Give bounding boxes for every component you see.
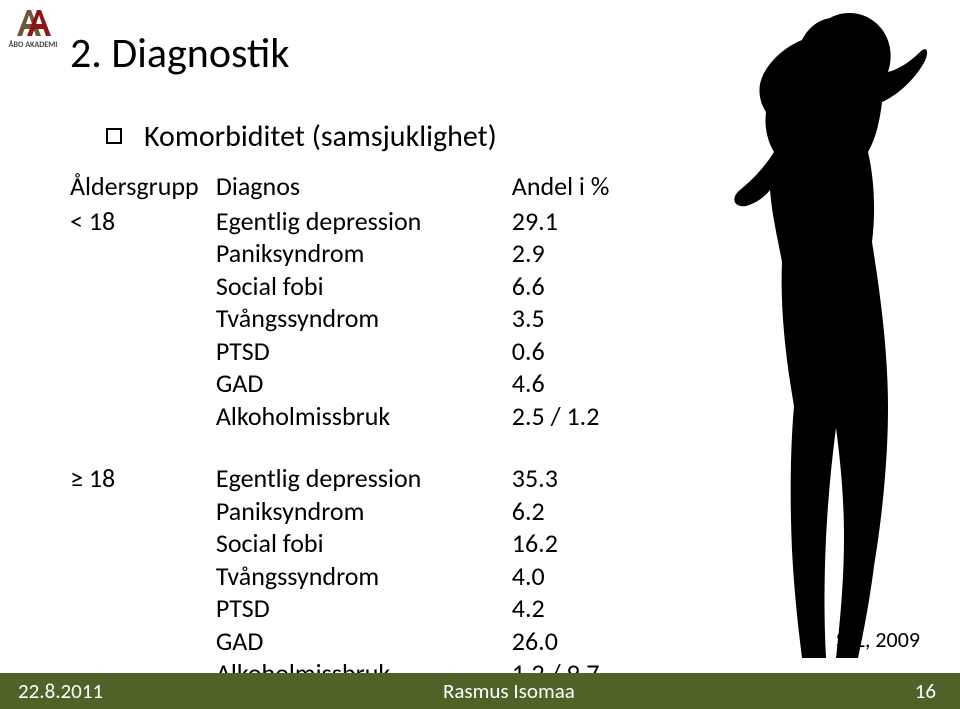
subheading-row: Komorbiditet (samsjuklighet)	[106, 118, 497, 155]
table-row: PTSD 4.2	[70, 592, 632, 625]
table-row: Paniksyndrom 2.9	[70, 237, 632, 270]
institution-logo: ÅBO AKADEMI	[6, 6, 60, 50]
diag-cell: Alkoholmissbruk	[216, 400, 506, 433]
val-cell: 2.9	[512, 237, 632, 270]
header-age: Åldersgrupp	[70, 170, 210, 203]
val-cell: 35.3	[512, 462, 632, 495]
diag-cell: Egentlig depression	[216, 205, 506, 238]
age-group-under-18: < 18 Egentlig depression 29.1 Paniksyndr…	[70, 205, 632, 433]
table-row: Tvångssyndrom 4.0	[70, 560, 632, 593]
table-row: GAD 4.6	[70, 367, 632, 400]
slide-footer: 22.8.2011 Rasmus Isomaa 16	[0, 673, 960, 709]
subheading-text: Komorbiditet (samsjuklighet)	[144, 118, 497, 155]
diag-cell: Paniksyndrom	[216, 495, 506, 528]
val-cell: 0.6	[512, 335, 632, 368]
val-cell: 29.1	[512, 205, 632, 238]
age-cell: < 18	[70, 205, 210, 238]
diag-cell: GAD	[216, 367, 506, 400]
diag-cell: GAD	[216, 625, 506, 658]
table-row: PTSD 0.6	[70, 335, 632, 368]
diag-cell: Paniksyndrom	[216, 237, 506, 270]
val-cell: 4.6	[512, 367, 632, 400]
diag-cell: Tvångssyndrom	[216, 302, 506, 335]
slide-title: 2. Diagnostik	[70, 28, 289, 79]
table-row: Tvångssyndrom 3.5	[70, 302, 632, 335]
table-row: < 18 Egentlig depression 29.1	[70, 205, 632, 238]
val-cell: 6.6	[512, 270, 632, 303]
woman-silhouette-icon	[690, 10, 930, 660]
diag-cell: PTSD	[216, 335, 506, 368]
val-cell: 4.2	[512, 592, 632, 625]
table-header-row: Åldersgrupp Diagnos Andel i %	[70, 170, 632, 203]
val-cell: 16.2	[512, 527, 632, 560]
table-row: Alkoholmissbruk 2.5 / 1.2	[70, 400, 632, 433]
footer-page: 16	[915, 678, 960, 704]
bullet-square-icon	[106, 128, 122, 144]
val-cell: 26.0	[512, 625, 632, 658]
header-pct: Andel i %	[512, 170, 632, 203]
footer-author: Rasmus Isomaa	[103, 678, 915, 704]
table-row: GAD 26.0	[70, 625, 632, 658]
diag-cell: Social fobi	[216, 270, 506, 303]
diag-cell: PTSD	[216, 592, 506, 625]
table-row: ≥ 18 Egentlig depression 35.3	[70, 462, 632, 495]
table-row: Paniksyndrom 6.2	[70, 495, 632, 528]
table-row: Social fobi 16.2	[70, 527, 632, 560]
val-cell: 2.5 / 1.2	[512, 400, 632, 433]
footer-date: 22.8.2011	[0, 678, 103, 704]
age-cell: ≥ 18	[70, 462, 210, 495]
logo-caption: ÅBO AKADEMI	[6, 40, 60, 50]
val-cell: 4.0	[512, 560, 632, 593]
age-group-18-plus: ≥ 18 Egentlig depression 35.3 Paniksyndr…	[70, 462, 632, 690]
table-row: Social fobi 6.6	[70, 270, 632, 303]
diag-cell: Social fobi	[216, 527, 506, 560]
header-diag: Diagnos	[216, 170, 506, 203]
source-citation: SLL, 2009	[836, 626, 920, 653]
diag-cell: Tvångssyndrom	[216, 560, 506, 593]
val-cell: 3.5	[512, 302, 632, 335]
comorbidity-table: Åldersgrupp Diagnos Andel i % < 18 Egent…	[70, 170, 632, 690]
diag-cell: Egentlig depression	[216, 462, 506, 495]
val-cell: 6.2	[512, 495, 632, 528]
